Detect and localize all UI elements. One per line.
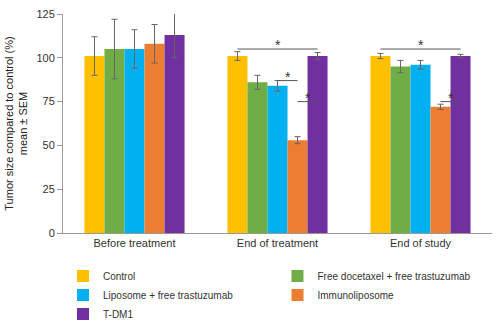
- svg-text:125: 125: [36, 8, 54, 20]
- svg-text:25: 25: [43, 183, 55, 195]
- svg-text:Liposome + free trastuzumab: Liposome + free trastuzumab: [103, 290, 233, 301]
- svg-text:*: *: [448, 90, 454, 106]
- svg-text:*: *: [275, 37, 281, 53]
- svg-text:T-DM1: T-DM1: [103, 309, 133, 320]
- svg-text:Immunoliposome: Immunoliposome: [318, 290, 395, 301]
- svg-text:End of treatment: End of treatment: [237, 237, 318, 249]
- svg-text:75: 75: [43, 95, 55, 107]
- svg-text:*: *: [305, 90, 311, 106]
- svg-text:0: 0: [49, 227, 55, 239]
- svg-text:*: *: [418, 37, 424, 53]
- svg-text:50: 50: [43, 139, 55, 151]
- svg-text:100: 100: [36, 52, 54, 64]
- svg-text:Tumor size compared to control: Tumor size compared to control (%)mean ±…: [3, 36, 29, 210]
- svg-text:Free docetaxel + free trastuzu: Free docetaxel + free trastuzumab: [318, 271, 471, 282]
- svg-text:Control: Control: [103, 271, 135, 282]
- svg-text:End of study: End of study: [390, 237, 452, 249]
- svg-text:Before treatment: Before treatment: [94, 237, 176, 249]
- svg-text:*: *: [285, 69, 291, 85]
